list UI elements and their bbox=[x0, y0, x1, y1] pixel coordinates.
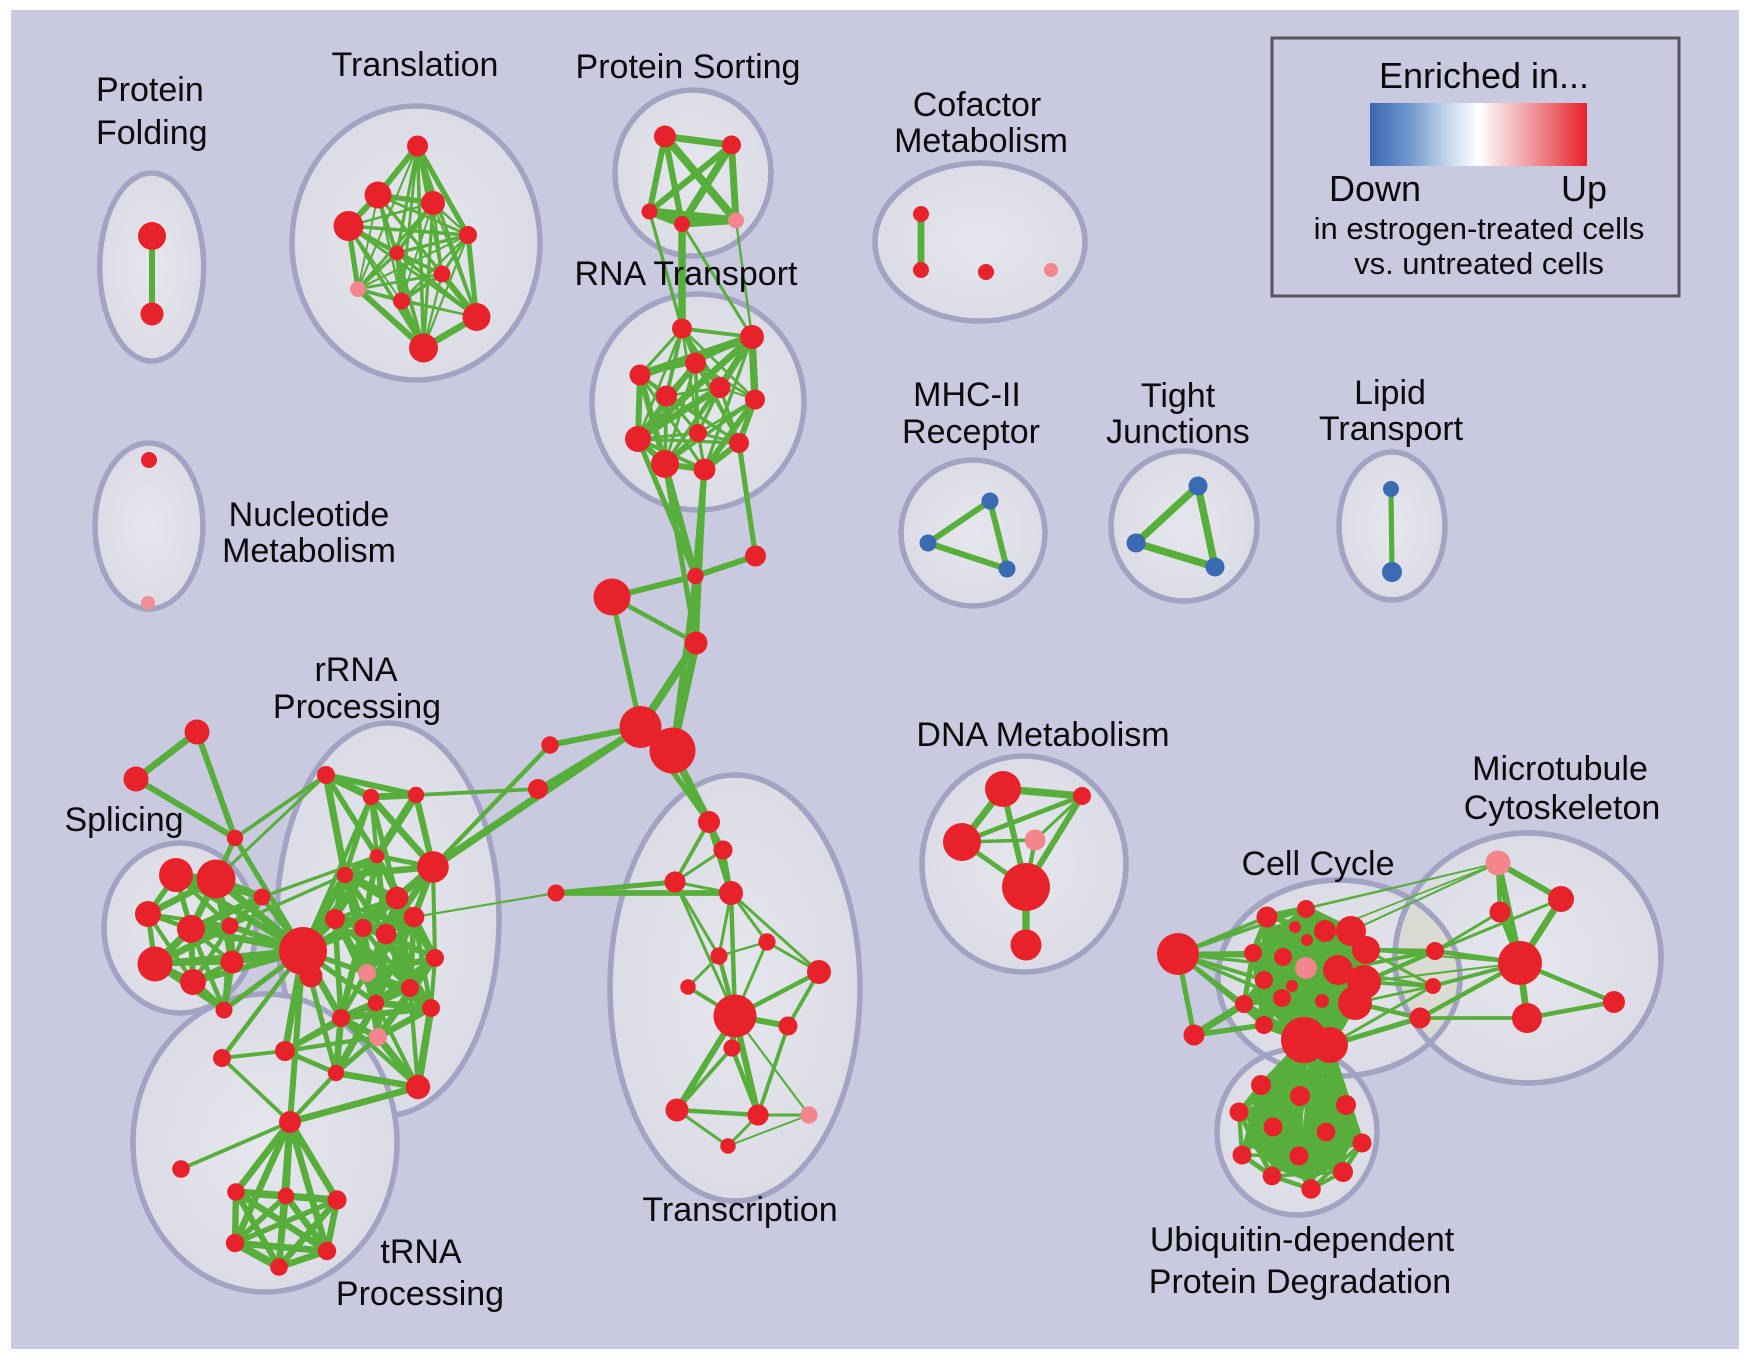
svg-text:Microtubule: Microtubule bbox=[1472, 750, 1648, 788]
svg-text:Ubiquitin-dependent: Ubiquitin-dependent bbox=[1150, 1221, 1455, 1259]
svg-text:Processing: Processing bbox=[336, 1275, 504, 1313]
svg-text:Cytoskeleton: Cytoskeleton bbox=[1464, 789, 1661, 827]
svg-text:Junctions: Junctions bbox=[1106, 413, 1250, 451]
svg-text:DNA Metabolism: DNA Metabolism bbox=[916, 716, 1169, 754]
svg-text:tRNA: tRNA bbox=[380, 1233, 462, 1271]
svg-text:in estrogen-treated cells: in estrogen-treated cells bbox=[1314, 211, 1645, 246]
svg-text:Lipid: Lipid bbox=[1354, 374, 1426, 412]
svg-text:Protein Degradation: Protein Degradation bbox=[1149, 1263, 1451, 1301]
svg-text:Splicing: Splicing bbox=[64, 801, 183, 839]
svg-text:rRNA: rRNA bbox=[314, 651, 397, 689]
svg-text:Enriched in...: Enriched in... bbox=[1379, 55, 1589, 96]
svg-text:Tight: Tight bbox=[1141, 377, 1216, 415]
svg-text:Metabolism: Metabolism bbox=[222, 532, 396, 570]
svg-text:Down: Down bbox=[1329, 168, 1421, 209]
svg-text:Transport: Transport bbox=[1319, 410, 1464, 448]
svg-text:Cell Cycle: Cell Cycle bbox=[1241, 845, 1394, 883]
svg-text:Metabolism: Metabolism bbox=[894, 122, 1068, 160]
svg-text:Processing: Processing bbox=[273, 688, 441, 726]
svg-text:Transcription: Transcription bbox=[642, 1191, 837, 1229]
svg-text:Protein Sorting: Protein Sorting bbox=[576, 48, 801, 86]
svg-text:vs. untreated cells: vs. untreated cells bbox=[1354, 246, 1604, 281]
svg-text:Cofactor: Cofactor bbox=[913, 86, 1042, 124]
svg-text:Nucleotide: Nucleotide bbox=[229, 496, 390, 534]
svg-text:Up: Up bbox=[1561, 168, 1607, 209]
svg-text:Translation: Translation bbox=[332, 46, 499, 84]
svg-text:Protein: Protein bbox=[96, 71, 204, 109]
svg-text:Folding: Folding bbox=[96, 114, 208, 152]
svg-text:MHC-II: MHC-II bbox=[913, 376, 1021, 414]
svg-text:Receptor: Receptor bbox=[902, 413, 1040, 451]
svg-text:RNA Transport: RNA Transport bbox=[575, 255, 799, 293]
